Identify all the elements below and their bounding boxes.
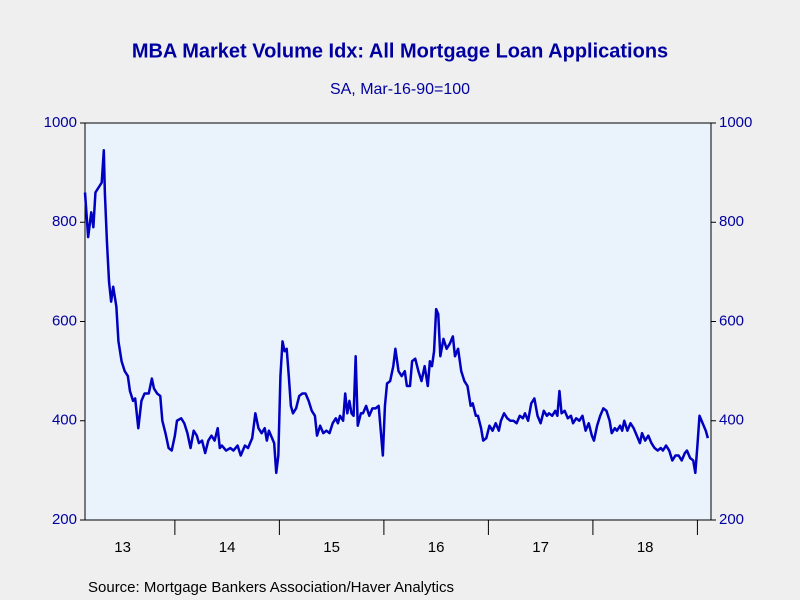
y-tick-label: 600 (52, 312, 77, 329)
y2-tick-label: 600 (719, 312, 744, 329)
x-tick-label: 16 (428, 539, 445, 556)
chart-subtitle: SA, Mar-16-90=100 (330, 81, 470, 98)
y-tick-label: 800 (52, 213, 77, 230)
plot-area (84, 122, 712, 521)
y2-tick-label: 200 (719, 511, 744, 528)
y-tick-label: 400 (52, 412, 77, 429)
x-tick-label: 18 (637, 539, 654, 556)
chart-title: MBA Market Volume Idx: All Mortgage Loan… (132, 40, 668, 62)
y2-tick-label: 400 (719, 412, 744, 429)
x-tick-label: 15 (323, 539, 340, 556)
x-tick-label: 17 (532, 539, 549, 556)
y2-tick-label: 800 (719, 213, 744, 230)
x-tick-label: 13 (114, 539, 131, 556)
data-line (83, 149, 710, 475)
source-note: Source: Mortgage Bankers Association/Hav… (88, 579, 454, 596)
y-tick-label: 200 (52, 511, 77, 528)
x-tick-label: 14 (219, 539, 236, 556)
y-tick-label: 1000 (44, 114, 77, 131)
y2-tick-label: 1000 (719, 114, 752, 131)
